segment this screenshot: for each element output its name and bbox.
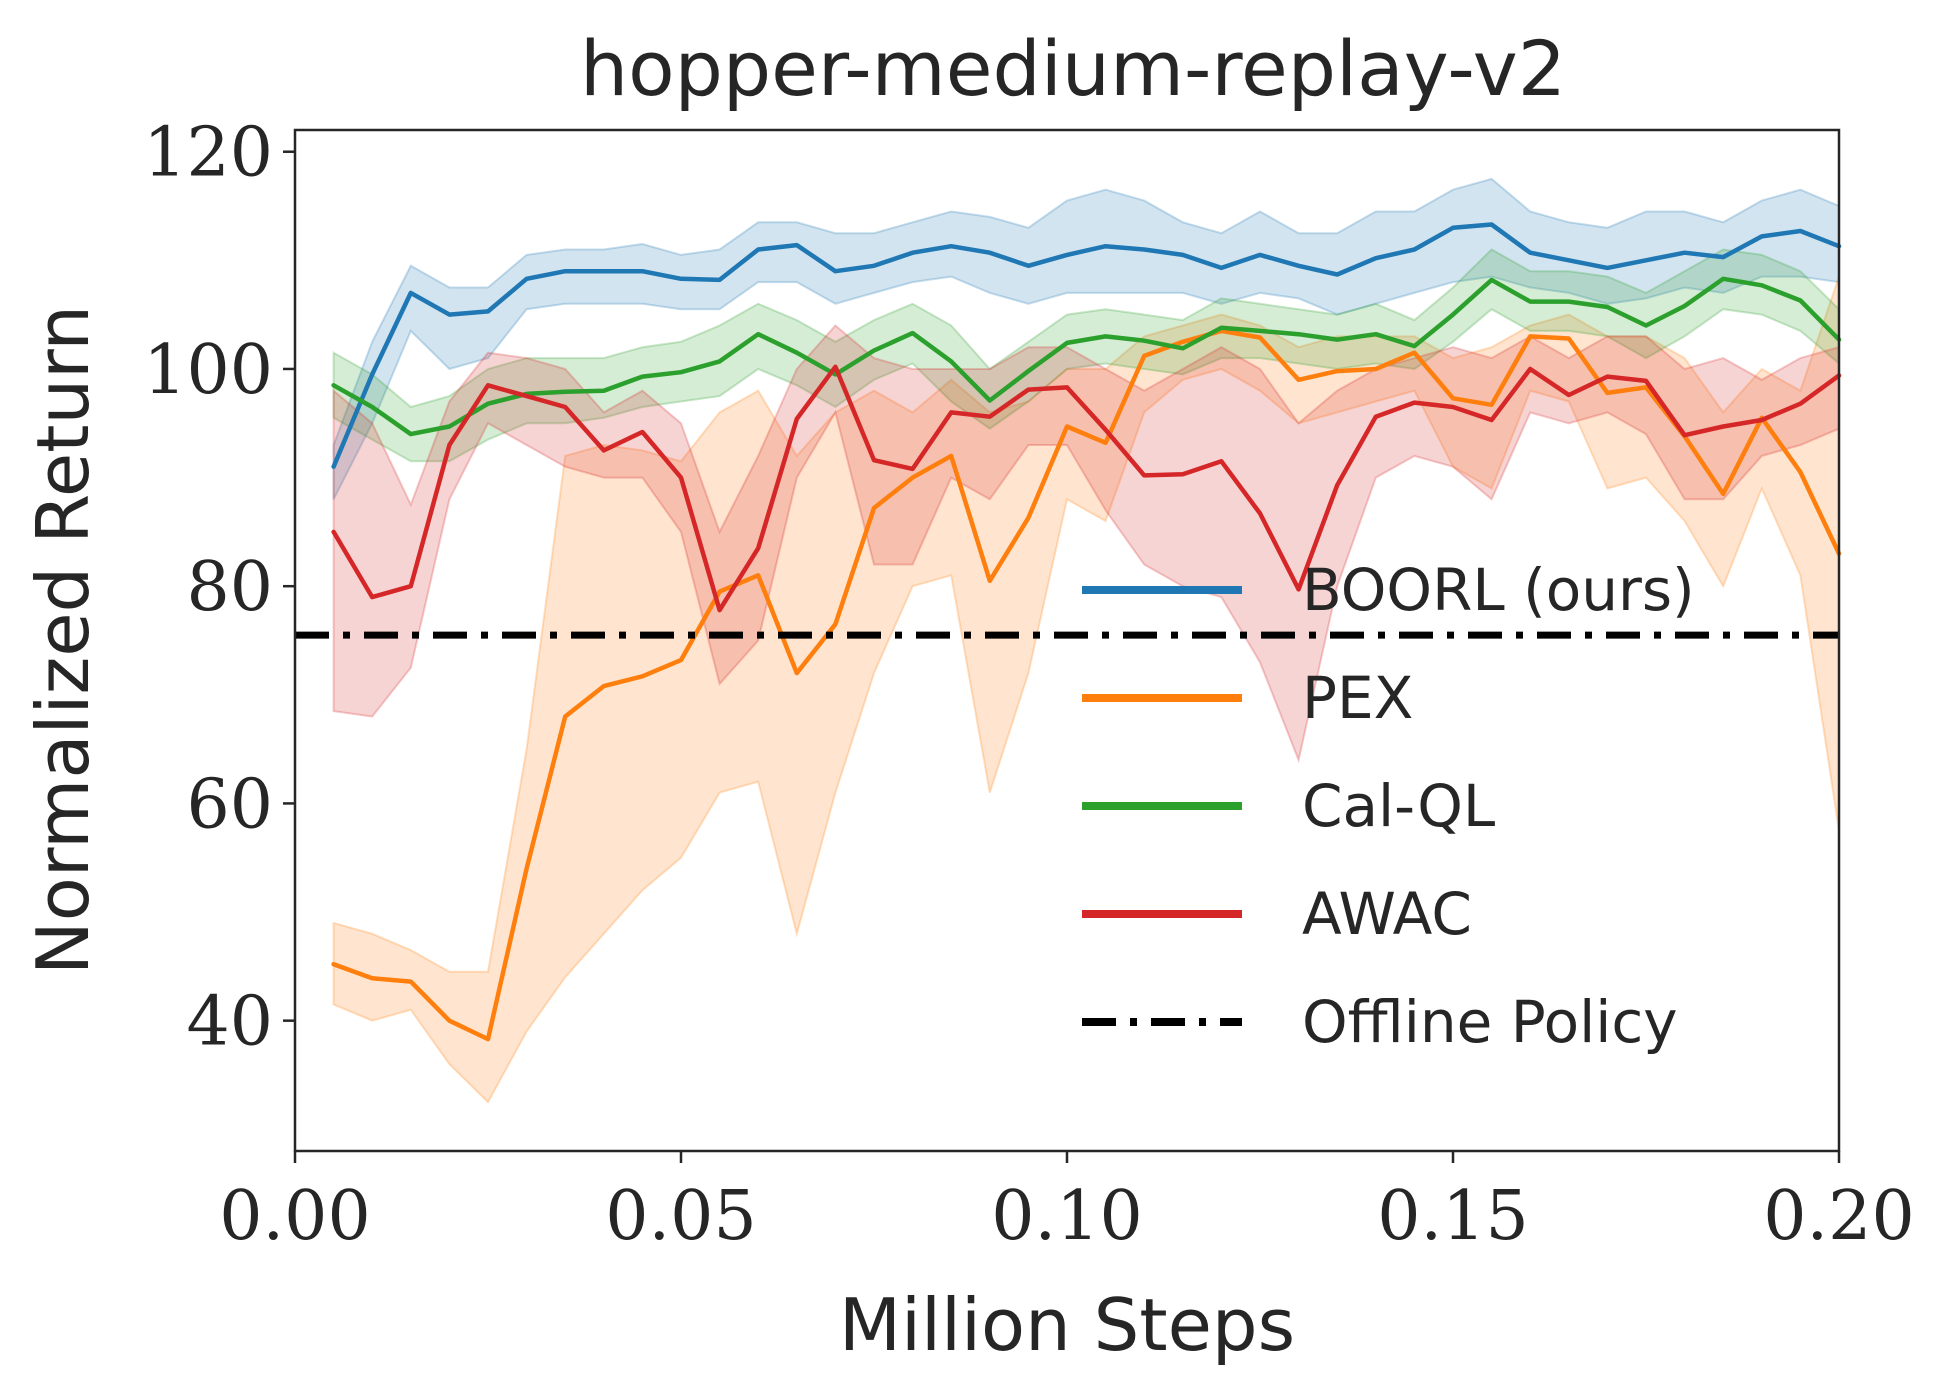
legend-label-pex: PEX <box>1302 664 1413 732</box>
x-tick-label: 0.20 <box>1763 1177 1914 1256</box>
y-tick-label: 120 <box>143 114 273 193</box>
x-tick-label: 0.05 <box>605 1177 756 1256</box>
x-tick-label: 0.10 <box>991 1177 1142 1256</box>
plot-area <box>295 177 1842 1104</box>
legend-label-cal-ql: Cal-QL <box>1302 772 1495 840</box>
series-line-boorl-ours <box>331 222 1842 469</box>
y-axis-ticks: 40 60 80 100 120 <box>143 114 295 1062</box>
y-tick-label: 100 <box>143 331 273 410</box>
legend-label-boorl-ours: BOORL (ours) <box>1302 556 1695 624</box>
legend-label-offline-policy: Offline Policy <box>1302 988 1678 1056</box>
series-line-pex <box>331 328 1842 1042</box>
y-axis-label: Normalized Return <box>21 305 105 975</box>
legend-label-awac: AWAC <box>1302 880 1472 948</box>
y-tick-label: 60 <box>186 765 273 844</box>
x-axis-label: Million Steps <box>839 1283 1295 1367</box>
chart-title: hopper-medium-replay-v2 <box>580 24 1566 113</box>
y-tick-label: 80 <box>186 548 273 627</box>
legend: BOORL (ours) PEX Cal-QL AWAC Offline Policy <box>1082 556 1695 1056</box>
x-tick-label: 0.00 <box>219 1177 370 1256</box>
y-tick-label: 40 <box>186 983 273 1062</box>
x-tick-label: 0.15 <box>1377 1177 1528 1256</box>
series-line-cal-ql <box>331 276 1842 437</box>
series-line-awac <box>331 364 1842 613</box>
x-axis-ticks: 0.00 0.05 0.10 0.15 0.20 <box>219 1151 1915 1256</box>
